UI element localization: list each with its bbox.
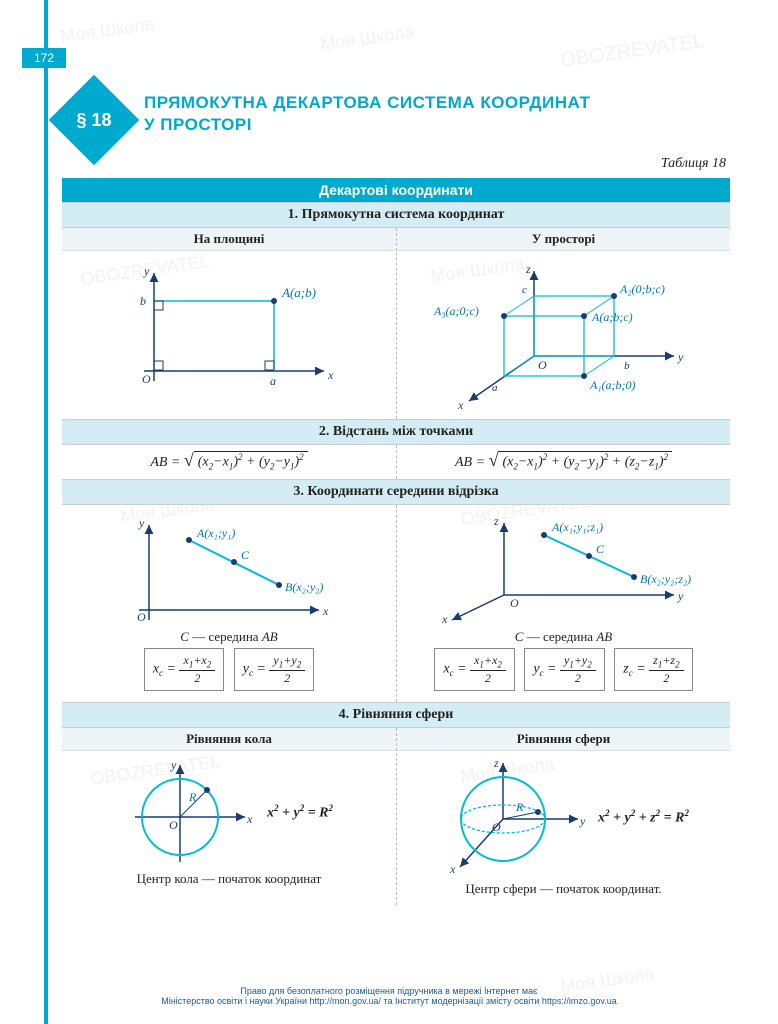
- svg-text:B(x₂;y₂): B(x₂;y₂): [285, 580, 323, 594]
- yc-2d: yc = y1+y22: [234, 648, 314, 690]
- row3-title: 3. Координати середини відрізка: [62, 479, 730, 505]
- watermark: Моя Школа: [319, 22, 416, 56]
- svg-text:O: O: [169, 818, 178, 832]
- sphere-figure: R O y z x: [438, 757, 588, 877]
- row4-body: Рівняння кола R O x y x2 +: [62, 728, 730, 905]
- svg-text:O: O: [510, 596, 519, 610]
- midpoint-caption-2d: C — середина AB: [68, 629, 390, 645]
- footer: Право для безоплатного розміщення підруч…: [0, 986, 778, 1006]
- watermark: OBOZREVATEL: [559, 30, 706, 73]
- svg-text:a: a: [270, 374, 276, 388]
- page-title: ПРЯМОКУТНА ДЕКАРТОВА СИСТЕМА КООРДИНАТ У…: [144, 92, 590, 136]
- midpoint-caption-3d: C — середина AB: [403, 629, 724, 645]
- svg-text:x: x: [441, 612, 448, 625]
- xc-3d: xc = x1+x22: [434, 648, 514, 690]
- midpoint-3d-figure: y z x O A(x₁;y₁;z₁) B(x₂;y₂;z₂) C: [434, 515, 694, 625]
- row4-left-head: Рівняння кола: [62, 728, 396, 751]
- table-label: Таблиця 18: [661, 156, 726, 172]
- section-number: § 18: [62, 88, 126, 152]
- zc-3d: zc = z1+z22: [614, 648, 692, 690]
- svg-text:A(a;b;c): A(a;b;c): [591, 310, 633, 324]
- yc-3d: yc = y1+y22: [524, 648, 604, 690]
- row1-body: На площині x y O A(a;b) a: [62, 228, 730, 419]
- svg-text:R: R: [188, 790, 197, 804]
- svg-text:b: b: [624, 360, 630, 372]
- row4-right-head: Рівняння сфери: [397, 728, 730, 751]
- xc-2d: xc = x1+x22: [144, 648, 224, 690]
- distance-2d: AB = √(x2−x1)2 + (y2−y1)2: [150, 451, 307, 471]
- page-number: 172: [22, 48, 66, 68]
- svg-text:y: y: [170, 758, 177, 772]
- svg-text:a: a: [492, 382, 498, 394]
- svg-text:A(x₁;y₁;z₁): A(x₁;y₁;z₁): [551, 520, 603, 534]
- svg-text:C: C: [596, 542, 605, 556]
- svg-text:A₁(a;b;0): A₁(a;b;0): [589, 378, 636, 392]
- svg-text:x: x: [449, 862, 456, 876]
- row1-left-head: На площині: [62, 228, 396, 251]
- svg-text:x: x: [457, 398, 464, 411]
- svg-text:y: y: [143, 264, 150, 278]
- svg-text:A(a;b): A(a;b): [281, 285, 316, 300]
- band-main: Декартові координати: [62, 178, 730, 202]
- midpoint-2d-figure: x y O A(x₁;y₁) B(x₂;y₂) C: [119, 515, 339, 625]
- title-line-2: У ПРОСТОРІ: [144, 115, 252, 134]
- svg-text:O: O: [538, 358, 547, 372]
- svg-text:z: z: [493, 515, 499, 528]
- circle-caption: Центр кола — початок координат: [68, 871, 390, 887]
- distance-3d: AB = √(x2−x1)2 + (y2−y1)2 + (z2−z1)2: [455, 451, 672, 471]
- circle-equation: x2 + y2 = R2: [267, 803, 333, 822]
- sphere-equation: x2 + y2 + z2 = R2: [598, 808, 689, 827]
- left-rule: [44, 0, 48, 1024]
- row2-title: 2. Відстань між точками: [62, 419, 730, 445]
- row1-right-head: У просторі: [397, 228, 730, 251]
- svg-text:z: z: [525, 262, 531, 276]
- svg-text:y: y: [677, 350, 684, 364]
- svg-text:c: c: [522, 284, 527, 296]
- svg-text:C: C: [241, 548, 250, 562]
- svg-text:x: x: [322, 604, 329, 618]
- svg-text:y: y: [138, 516, 145, 530]
- plane-coord-figure: x y O A(a;b) a b: [114, 261, 344, 391]
- svg-text:O: O: [137, 610, 146, 624]
- svg-text:z: z: [493, 757, 499, 770]
- row2-body: AB = √(x2−x1)2 + (y2−y1)2 AB = √(x2−x1)2…: [62, 445, 730, 479]
- svg-text:A(x₁;y₁): A(x₁;y₁): [196, 526, 235, 540]
- footer-line-2: Міністерство освіти і науки України http…: [0, 996, 778, 1006]
- watermark: Моя Школа: [59, 14, 156, 48]
- title-line-1: ПРЯМОКУТНА ДЕКАРТОВА СИСТЕМА КООРДИНАТ: [144, 93, 590, 112]
- svg-text:R: R: [515, 800, 524, 814]
- svg-text:x: x: [246, 812, 253, 826]
- sphere-caption: Центр сфери — початок координат.: [403, 881, 724, 897]
- svg-text:y: y: [677, 589, 684, 603]
- row1-title: 1. Прямокутна система координат: [62, 202, 730, 228]
- svg-text:O: O: [142, 372, 151, 386]
- svg-text:A₂(0;b;c): A₂(0;b;c): [619, 282, 665, 296]
- svg-text:y: y: [579, 814, 586, 828]
- content-table: Декартові координати 1. Прямокутна систе…: [62, 178, 730, 905]
- row4-title: 4. Рівняння сфери: [62, 702, 730, 728]
- svg-text:B(x₂;y₂;z₂): B(x₂;y₂;z₂): [640, 572, 691, 586]
- row3-body: x y O A(x₁;y₁) B(x₂;y₂) C C — середина A…: [62, 505, 730, 701]
- circle-figure: R O x y: [125, 757, 255, 867]
- svg-text:O: O: [492, 820, 501, 834]
- footer-line-1: Право для безоплатного розміщення підруч…: [0, 986, 778, 996]
- space-coord-figure: y z x O A(a;b;c) A: [414, 261, 714, 411]
- svg-text:A₃(a;0;c): A₃(a;0;c): [433, 304, 479, 318]
- svg-text:b: b: [140, 294, 146, 308]
- svg-text:x: x: [327, 368, 334, 382]
